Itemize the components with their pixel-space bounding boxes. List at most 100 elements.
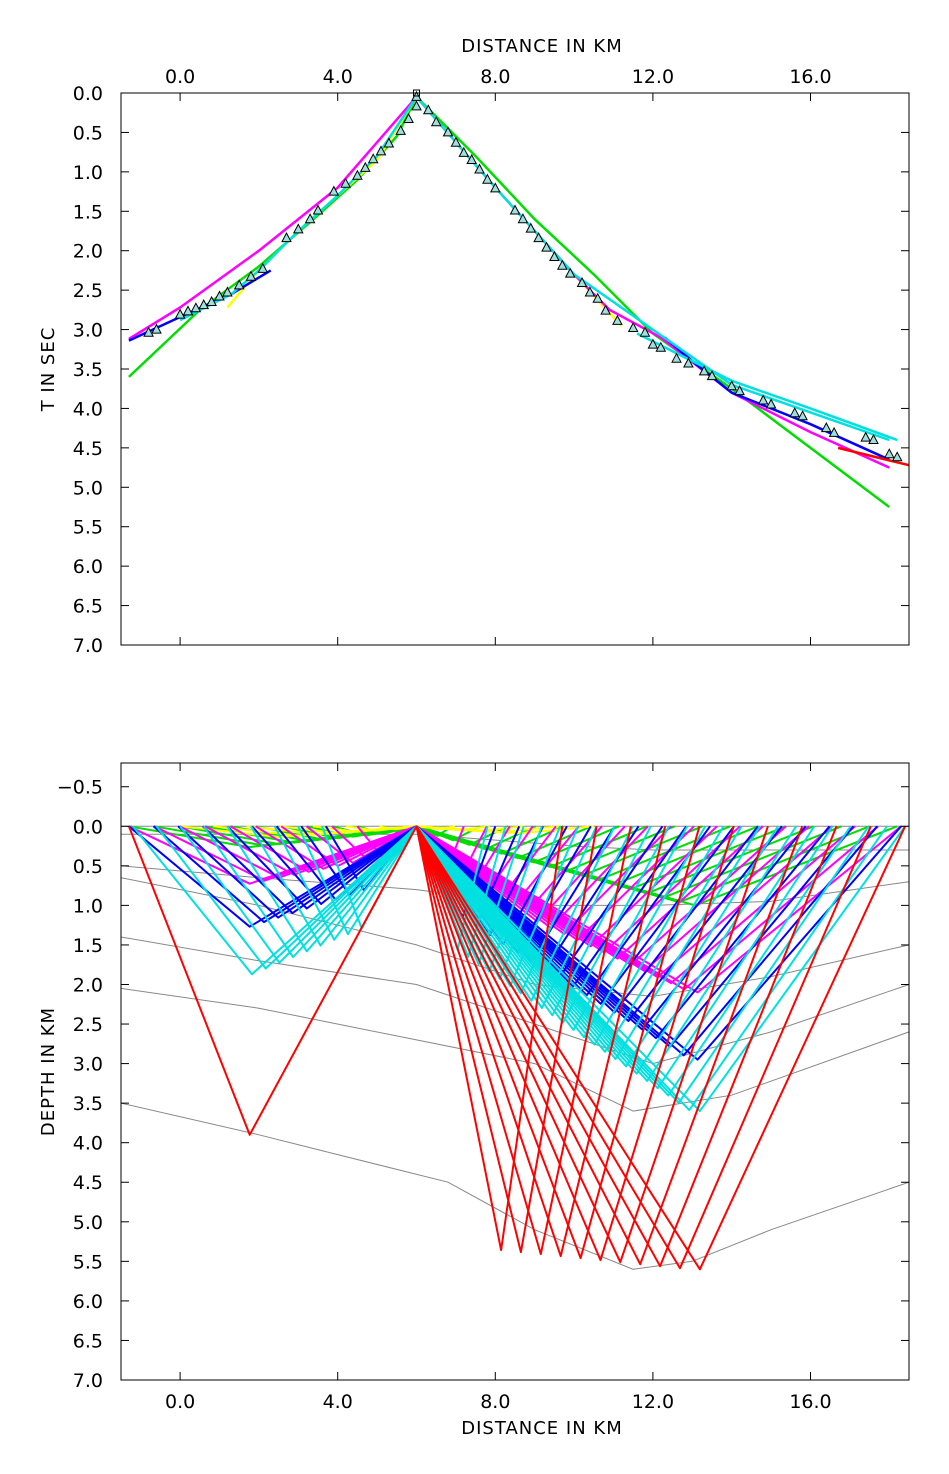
observed-pick-marker [328, 185, 340, 196]
ray-diagram-y-tick-label: 3.5 [73, 1093, 103, 1115]
travel-time-panel: 0.0 4.0 8.0 12.0 16.0 0.0 0.5 1.0 1.5 2.0 2.5 3.0 3.… [38, 36, 910, 657]
travel-time-curve-9 [415, 96, 890, 442]
ray-diagram-x-tick-label: 16.0 [789, 1391, 831, 1413]
observed-pick-marker [525, 222, 537, 233]
observed-pick-marker [340, 177, 351, 188]
ray-path [415, 825, 707, 1039]
observed-pick-marker [820, 422, 832, 433]
ray-path [415, 825, 667, 1258]
ray-path [415, 825, 838, 1268]
observed-pick-marker [647, 338, 659, 349]
ray-path [415, 825, 907, 1271]
ray-path [155, 825, 418, 970]
ray-path [177, 825, 418, 919]
observed-pick-marker [891, 451, 903, 462]
ray-path [415, 825, 769, 1264]
ray-diagram-x-tick-label: 0.0 [165, 1391, 195, 1413]
observed-pick-marker [883, 448, 895, 459]
ray-diagram-y-tick-label: 5.5 [73, 1251, 103, 1273]
observed-pick-marker [706, 370, 718, 381]
observed-pick-marker [860, 431, 872, 442]
observed-pick-marker [556, 259, 568, 270]
observed-pick-marker [245, 270, 257, 281]
observed-pick-marker [422, 104, 434, 115]
travel-time-curve-4 [179, 96, 418, 322]
observed-pick-marker [466, 153, 478, 164]
model-boundary-6 [120, 1102, 910, 1270]
ray-path [202, 825, 418, 915]
travel-time-x-axis-title: DISTANCE IN KM [461, 36, 622, 57]
ray-diagram-y-tick-label: 5.0 [73, 1212, 103, 1234]
observed-pick-marker [450, 136, 462, 147]
ray-path [415, 825, 743, 1053]
observed-picks-group [143, 89, 903, 462]
observed-pick-marker [312, 204, 324, 215]
travel-time-x-tick-label: 12.0 [632, 66, 674, 88]
ray-diagram-y-tick-label: 4.0 [73, 1133, 103, 1155]
observed-pick-marker [734, 385, 745, 396]
travel-time-curve-2 [128, 96, 418, 341]
travel-time-y-tick-label: 0.0 [73, 83, 103, 105]
ray-path [415, 825, 761, 1060]
ray-path [255, 825, 417, 870]
travel-time-curve-0 [128, 96, 418, 378]
observed-pick-marker [541, 241, 552, 252]
ray-path [152, 825, 418, 924]
observed-pick-marker [352, 169, 363, 180]
observed-pick-marker [430, 116, 442, 127]
observed-pick-marker [549, 250, 560, 261]
observed-pick-marker [214, 290, 225, 301]
ray-diagram-panel: 0.0 4.0 8.0 12.0 16.0 −0.5 0.0 0.5 1.0 1.5 2.0 2.5 3… [38, 762, 910, 1439]
observed-pick-marker [403, 112, 414, 123]
ray-diagram-ticks: 0.0 4.0 8.0 12.0 16.0 −0.5 0.0 0.5 1.0 1.5 2.0 2.5 3… [57, 763, 909, 1413]
observed-pick-marker [627, 321, 639, 332]
ray-path [251, 825, 418, 905]
observed-pick-marker [576, 276, 588, 287]
ray-diagram-y-tick-label: 1.0 [73, 895, 103, 917]
model-boundary-4 [120, 936, 910, 1065]
observed-pick-marker [442, 126, 454, 137]
ray-diagram-x-tick-label: 12.0 [632, 1391, 674, 1413]
ray-path [415, 826, 632, 1256]
ray-diagram-y-tick-label: 0.5 [73, 856, 103, 878]
observed-pick-marker [683, 357, 694, 368]
ray-path [127, 825, 418, 1136]
ray-diagram-x-tick-label: 8.0 [480, 1391, 510, 1413]
ray-diagram-y-axis-title: DEPTH IN KM [38, 1007, 59, 1136]
observed-pick-marker [489, 182, 501, 193]
observed-pick-marker [151, 323, 162, 334]
observed-pick-marker [257, 262, 269, 273]
ray-diagram-y-tick-label: 6.5 [73, 1330, 103, 1352]
ray-path [226, 825, 418, 953]
ray-path [415, 826, 564, 1252]
travel-time-y-tick-label: 4.5 [73, 438, 103, 460]
travel-time-y-tick-label: 4.0 [73, 398, 103, 420]
ray-diagram-y-tick-label: 0.0 [73, 816, 103, 838]
observed-pick-marker [206, 295, 217, 306]
ray-diagram-y-tick-label: 1.5 [73, 935, 103, 957]
ray-path [273, 825, 418, 941]
travel-time-curve-5 [415, 96, 891, 508]
ray-path [415, 825, 906, 1113]
observed-pick-marker [828, 426, 840, 437]
travel-time-y-tick-label: 5.0 [73, 477, 103, 499]
ray-path [415, 825, 878, 1057]
ray-diagram-y-tick-label: 3.0 [73, 1054, 103, 1076]
ray-path [229, 825, 417, 873]
ray-paths-group [127, 825, 907, 1271]
travel-time-x-tick-label: 8.0 [480, 66, 510, 88]
observed-pick-marker [482, 173, 493, 184]
travel-time-y-tick-label: 1.0 [73, 162, 103, 184]
ray-path [250, 825, 418, 947]
observed-pick-marker [198, 299, 210, 310]
model-boundary-5 [120, 987, 910, 1112]
travel-time-y-tick-label: 2.0 [73, 241, 103, 263]
ray-path [415, 825, 804, 1266]
ray-path [415, 825, 902, 994]
observed-pick-marker [765, 398, 777, 409]
travel-time-ticks: 0.0 4.0 8.0 12.0 16.0 0.0 0.5 1.0 1.5 2.0 2.5 3.0 3.… [73, 66, 909, 657]
ray-diagram-y-tick-label: 7.0 [73, 1370, 103, 1392]
travel-time-plot-frame [120, 92, 910, 646]
ray-path [415, 825, 872, 1270]
travel-time-x-tick-label: 16.0 [789, 66, 831, 88]
